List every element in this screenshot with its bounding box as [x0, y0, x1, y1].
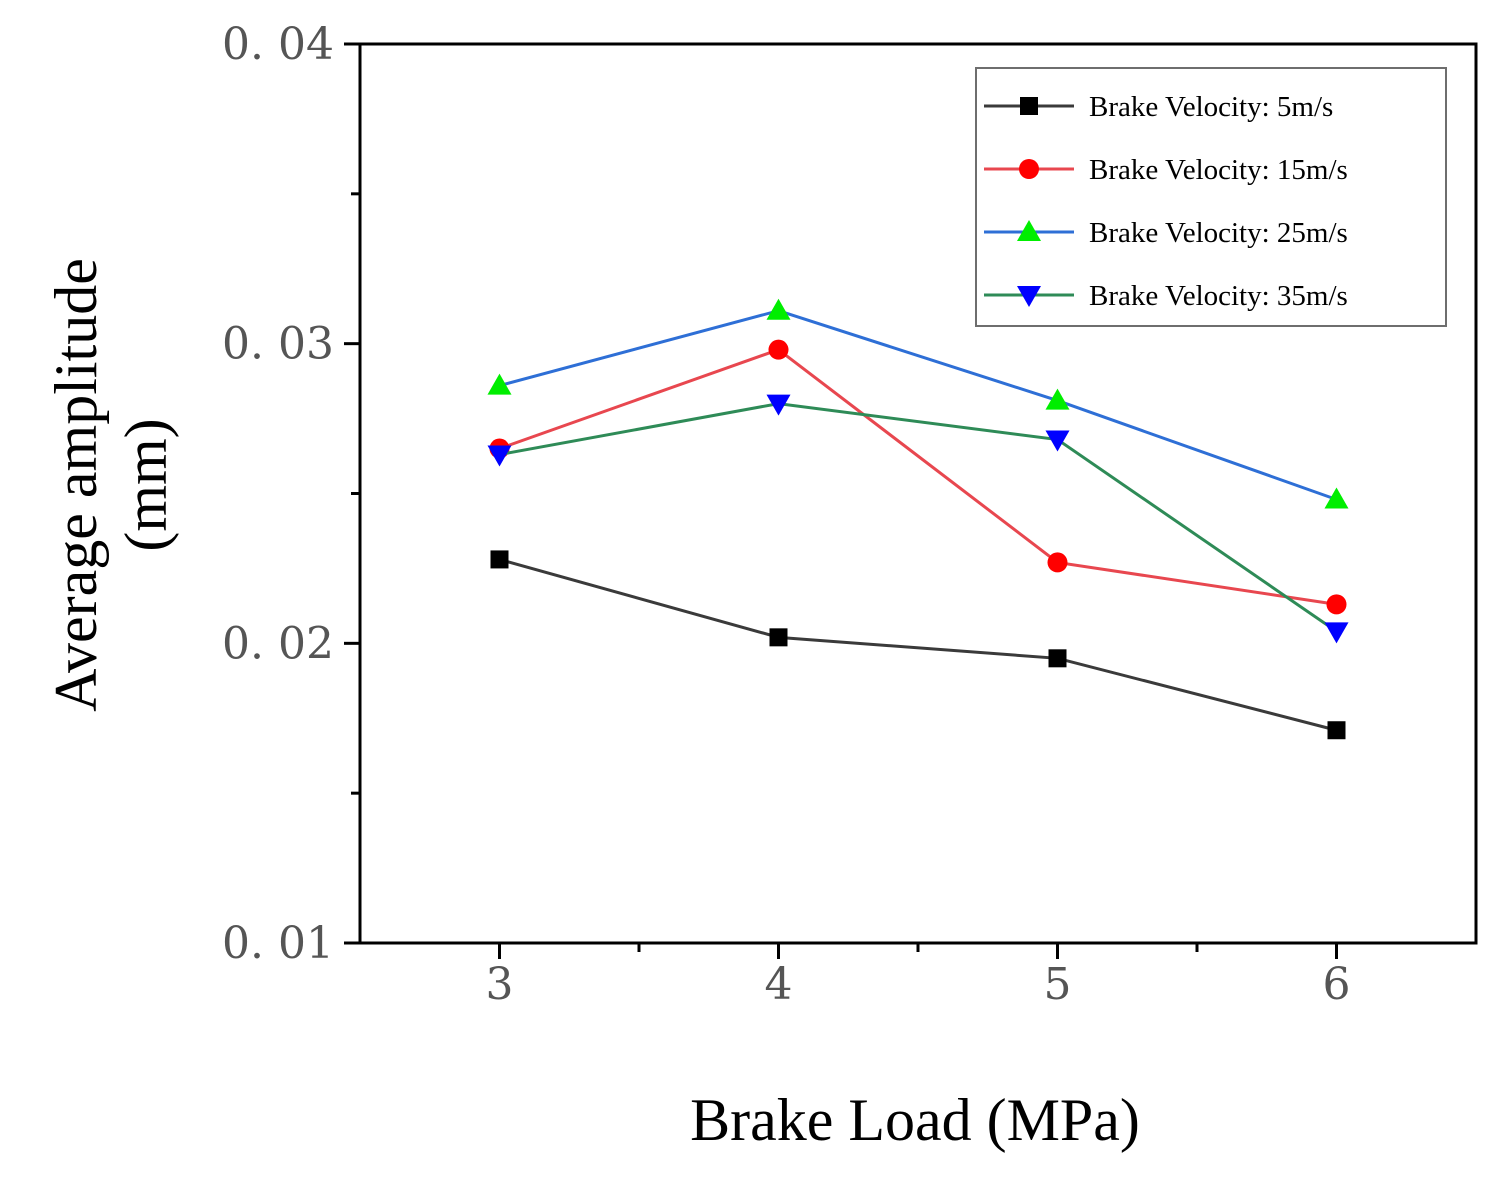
- y-tick-label: 0. 04: [222, 19, 334, 70]
- legend-label: Brake Velocity: 5m/s: [1089, 91, 1333, 123]
- series-0: [490, 550, 1346, 740]
- data-point: [1327, 721, 1346, 740]
- y-axis-title-line2: (mm): [113, 418, 179, 551]
- legend-label: Brake Velocity: 25m/s: [1089, 217, 1348, 249]
- data-point: [766, 298, 791, 320]
- axes: 0. 01 0. 02 0. 03 0. 04 3 4 5 6: [222, 19, 1478, 1010]
- legend-marker: [1017, 220, 1041, 241]
- series-2: [487, 298, 1349, 509]
- series-line: [499, 557, 1337, 732]
- data-point: [1047, 552, 1068, 573]
- series-line: [499, 309, 1338, 501]
- legend: Brake Velocity: 5m/s Brake Velocity: 15m/…: [975, 67, 1447, 327]
- series-1: [489, 339, 1347, 615]
- legend-marker: [1019, 159, 1039, 179]
- x-tick-label: 4: [765, 959, 793, 1010]
- data-point: [769, 628, 788, 647]
- data-point: [1045, 430, 1070, 452]
- data-point: [1045, 388, 1070, 410]
- x-tick-label: 3: [486, 959, 514, 1010]
- data-point: [487, 373, 512, 395]
- x-tick-label: 6: [1323, 959, 1351, 1010]
- y-tick-label: 0. 03: [222, 319, 334, 370]
- series-3: [487, 394, 1349, 644]
- legend-item-3: Brake Velocity: 35m/s: [984, 280, 1348, 312]
- legend-marker: [1017, 286, 1041, 307]
- y-axis-title-line1: Average amplitude: [43, 258, 109, 712]
- data-point: [1048, 649, 1067, 668]
- legend-box: [975, 67, 1447, 327]
- legend-marker: [1020, 97, 1038, 115]
- legend-label: Brake Velocity: 15m/s: [1089, 154, 1348, 186]
- legend-item-0: Brake Velocity: 5m/s: [984, 91, 1333, 123]
- data-point: [766, 394, 791, 416]
- series-line: [499, 402, 1338, 633]
- x-tick-label: 5: [1044, 959, 1072, 1010]
- x-axis-title: Brake Load (MPa): [690, 1087, 1140, 1153]
- series-layer: [487, 298, 1349, 740]
- data-point: [1326, 594, 1347, 615]
- series-line: [498, 347, 1337, 606]
- data-point: [487, 445, 512, 467]
- legend-item-2: Brake Velocity: 25m/s: [984, 217, 1348, 249]
- data-point: [1324, 622, 1349, 644]
- legend-label: Brake Velocity: 35m/s: [1089, 280, 1348, 312]
- data-point: [490, 550, 509, 569]
- legend-item-1: Brake Velocity: 15m/s: [984, 154, 1348, 186]
- data-point: [1324, 487, 1349, 509]
- y-tick-label: 0. 01: [222, 918, 334, 969]
- data-point: [768, 339, 789, 360]
- y-tick-label: 0. 02: [222, 618, 334, 669]
